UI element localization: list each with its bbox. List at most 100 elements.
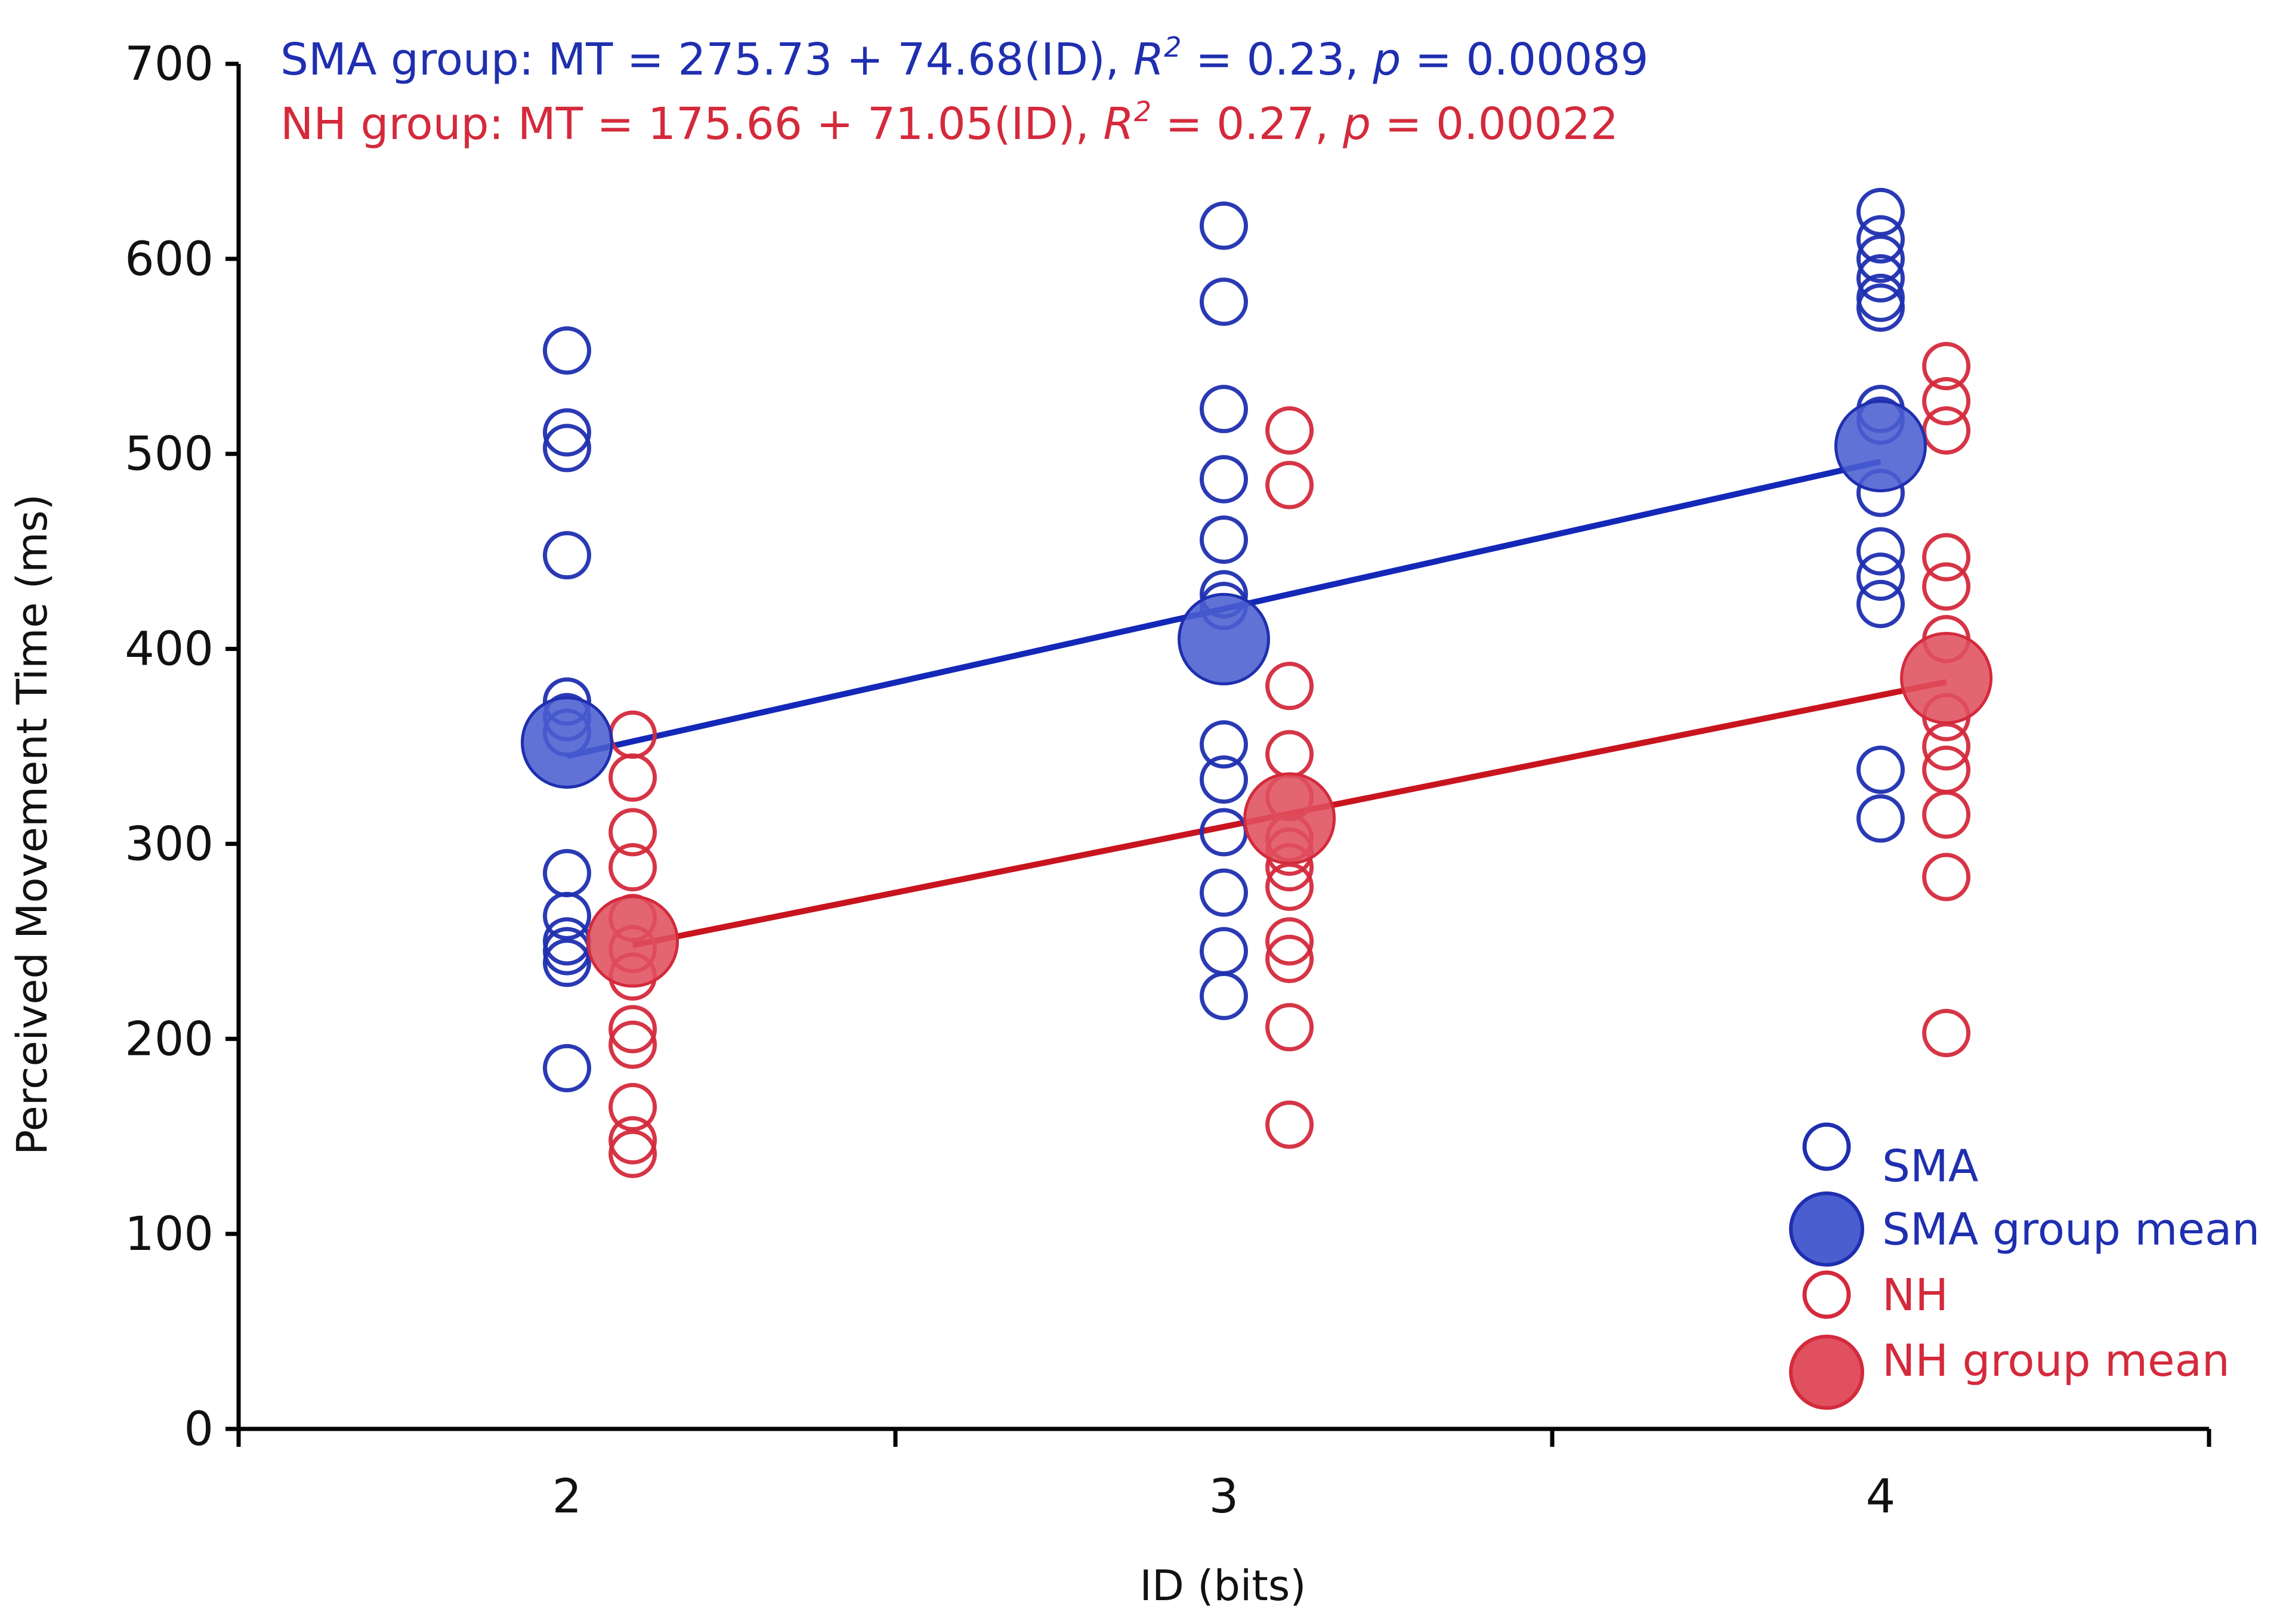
sma-point <box>1856 254 1905 303</box>
eq-prefix: NH group: MT = 175.66 + 71.05(ID), <box>280 98 1103 150</box>
sma-point <box>1200 755 1248 804</box>
sma-regression-equation: SMA group: MT = 275.73 + 74.68(ID), R2 =… <box>280 31 1648 85</box>
p-value: = 0.00089 <box>1401 34 1648 85</box>
y-axis-title: Perceived Movement Time (ms) <box>8 494 57 1155</box>
r-value: = 0.27, <box>1151 98 1343 150</box>
r-superscript: 2 <box>1164 31 1181 63</box>
sma-point <box>543 891 591 940</box>
nh-point <box>1265 862 1314 911</box>
regression-lines <box>566 458 1947 949</box>
group-means <box>521 400 1993 988</box>
sma-point <box>543 1043 591 1092</box>
nh-mean-point <box>1900 632 1993 725</box>
nh-point <box>1265 662 1314 711</box>
sma-point <box>1856 527 1905 576</box>
sma-point <box>1856 215 1905 264</box>
x-tick-label: 3 <box>1209 1470 1239 1524</box>
legend-sma-label: SMA <box>1882 1141 1979 1192</box>
nh-point <box>1922 853 1971 901</box>
p-value: = 0.00022 <box>1371 98 1618 150</box>
sma-point <box>1200 455 1248 504</box>
nh-point <box>1922 342 1971 391</box>
data-points <box>543 187 1971 1178</box>
r-label: R <box>1133 34 1164 85</box>
nh-point <box>1922 1008 1971 1057</box>
nh-point <box>608 1005 657 1054</box>
legend-sma-mean-label: SMA group mean <box>1882 1204 2260 1255</box>
y-tick-label: 0 <box>184 1403 214 1456</box>
y-tick-label: 100 <box>125 1208 214 1261</box>
sma-point <box>1200 971 1248 1020</box>
p-label: p <box>1342 98 1371 150</box>
nh-point <box>608 1116 657 1165</box>
x-tick-label: 4 <box>1866 1470 1896 1524</box>
sma-point <box>1856 579 1905 628</box>
sma-point <box>543 938 591 987</box>
y-tick-label: 300 <box>125 817 214 871</box>
nh-point <box>1922 562 1971 611</box>
sma-point <box>543 326 591 375</box>
nh-mean-point <box>586 895 679 988</box>
y-tick-label: 200 <box>125 1012 214 1066</box>
nh-point <box>608 1020 657 1069</box>
nh-point <box>1265 730 1314 779</box>
axes: 0 100 200 300 400 500 600 700 2 3 4 <box>125 38 2211 1524</box>
sma-point <box>1856 187 1905 236</box>
nh-point <box>1922 533 1971 582</box>
sma-point <box>1856 552 1905 601</box>
r-label: R <box>1103 98 1133 150</box>
sma-mean-point <box>521 696 613 789</box>
legend-nh-label: NH <box>1882 1270 1948 1321</box>
legend: SMA SMA group mean NH NH group mean <box>1789 1122 2260 1410</box>
nh-regression-equation: NH group: MT = 175.66 + 71.05(ID), R2 = … <box>280 95 1618 150</box>
nh-point <box>1265 1100 1314 1149</box>
legend-sma-marker <box>1802 1122 1851 1171</box>
sma-point <box>543 424 591 473</box>
sma-point <box>1856 794 1905 843</box>
y-tick-label: 400 <box>125 623 214 677</box>
y-tick-label: 500 <box>125 428 214 481</box>
sma-point <box>1200 927 1248 975</box>
nh-point <box>608 1083 657 1132</box>
nh-point <box>1922 790 1971 839</box>
sma-point <box>1856 234 1905 283</box>
nh-point <box>608 808 657 857</box>
sma-point <box>543 848 591 897</box>
sma-point <box>543 531 591 580</box>
y-tick-label: 700 <box>125 38 214 91</box>
nh-point <box>1265 1003 1314 1052</box>
sma-point <box>1200 868 1248 917</box>
r-value: = 0.23, <box>1182 34 1373 85</box>
r-superscript: 2 <box>1134 95 1151 128</box>
legend-nh-marker <box>1802 1270 1851 1319</box>
nh-point <box>1922 376 1971 425</box>
nh-point <box>608 710 657 759</box>
nh-point <box>1265 461 1314 510</box>
sma-point <box>1200 720 1248 769</box>
p-label: p <box>1372 34 1401 85</box>
sma-point <box>1856 745 1905 794</box>
legend-nh-mean-label: NH group mean <box>1882 1335 2230 1387</box>
x-tick-label: 2 <box>552 1470 582 1524</box>
sma-point <box>1856 283 1905 332</box>
sma-mean-point <box>1178 592 1270 686</box>
nh-point <box>1265 934 1314 983</box>
sma-point <box>543 927 591 975</box>
nh-mean-point <box>1243 772 1336 865</box>
x-axis-title: ID (bits) <box>1139 1561 1306 1610</box>
nh-point <box>1265 917 1314 966</box>
nh-point <box>608 1129 657 1178</box>
sma-point <box>1200 515 1248 564</box>
sma-point <box>1200 277 1248 326</box>
eq-prefix: SMA group: MT = 275.73 + 74.68(ID), <box>280 34 1133 85</box>
legend-sma-mean-marker <box>1789 1191 1864 1267</box>
nh-point <box>1265 406 1314 455</box>
sma-mean-point <box>1834 400 1927 493</box>
sma-point <box>1200 385 1248 434</box>
legend-nh-mean-marker <box>1789 1335 1864 1410</box>
nh-point <box>608 843 657 892</box>
sma-point <box>1200 201 1248 250</box>
sma-point <box>543 408 591 457</box>
